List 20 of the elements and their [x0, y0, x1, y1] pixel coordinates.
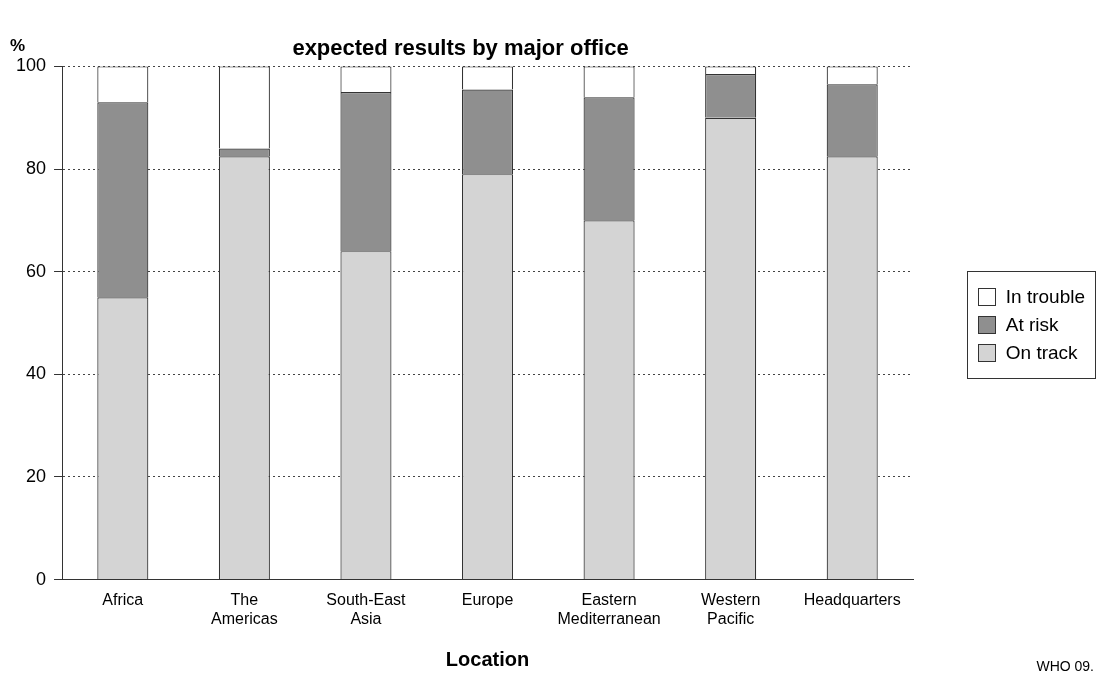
x-tick-label: Eastern Mediterranean — [557, 590, 661, 627]
text: WHO 09. — [1036, 657, 1094, 674]
legend-label: On track — [1005, 342, 1078, 364]
x-tick-label: Europe — [461, 590, 514, 608]
chart-title: expected results by major office — [292, 35, 629, 61]
y-tick-label: 100 — [15, 55, 47, 76]
y-tick-label: 20 — [26, 465, 47, 486]
x-tick-label: Africa — [102, 590, 144, 608]
y-tick-label: 60 — [26, 260, 47, 281]
x-tick-label: South-East Asia — [326, 590, 407, 627]
x-axis-title: Location — [445, 647, 530, 670]
y-tick-label: 0 — [36, 568, 47, 589]
x-tick-label: Western Pacific — [701, 590, 761, 627]
y-tick-label: 40 — [26, 363, 47, 384]
x-tick-label: Headquarters — [803, 590, 901, 608]
x-tick-label: The Americas — [211, 590, 278, 627]
y-tick-label: 80 — [26, 158, 47, 179]
y-axis-title: % — [10, 35, 26, 55]
legend-label: At risk — [1005, 314, 1059, 336]
text: In trouble — [1005, 286, 1085, 308]
